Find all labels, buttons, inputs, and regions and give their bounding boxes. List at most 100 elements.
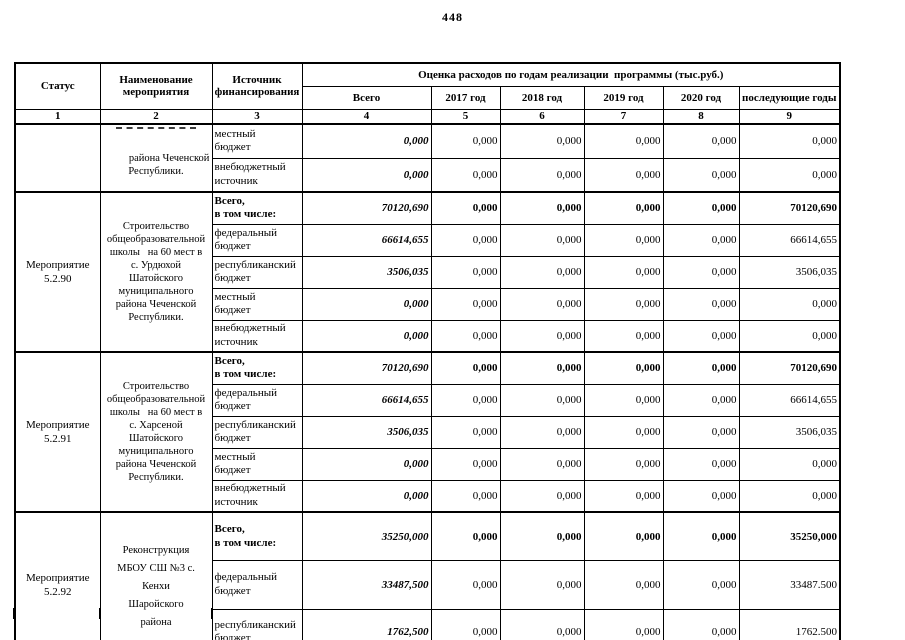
value-2020: 0,000 — [662, 191, 740, 225]
header-total: Всего — [301, 85, 432, 110]
name-cell: района Чеченской Республики. — [99, 123, 213, 193]
name-cell: Строительство общеобразовательной школы … — [99, 191, 213, 353]
value-2017: 0,000 — [430, 447, 501, 481]
value-2020: 0,000 — [662, 383, 740, 417]
status-cell: Мероприятие 5.2.91 — [14, 351, 101, 513]
value-2017: 0,000 — [430, 287, 501, 321]
value-2019: 0,000 — [583, 319, 664, 353]
table-row: Всего 2017 год 2018 год 2019 год 2020 го… — [15, 85, 842, 110]
budget-table: Статус Наименование мероприятия Источник… — [14, 62, 842, 640]
value-later: 0,000 — [738, 123, 842, 159]
status-cell: Мероприятие 5.2.92 — [14, 511, 101, 640]
value-total: 1762,500 — [301, 608, 432, 640]
value-total: 70120,690 — [301, 351, 432, 385]
value-later: 0,000 — [738, 319, 842, 353]
value-2017: 0,000 — [430, 157, 501, 193]
col-number: 8 — [662, 108, 740, 125]
source-cell: федеральный бюджет — [211, 383, 303, 417]
page-number: 448 — [442, 10, 463, 24]
value-2017: 0,000 — [430, 123, 501, 159]
value-2018: 0,000 — [499, 560, 585, 610]
header-name: Наименование мероприятия — [99, 62, 213, 110]
table-row: федеральный бюджет 66614,655 0,000 0,000… — [15, 223, 842, 257]
value-total: 0,000 — [301, 123, 432, 159]
value-2019: 0,000 — [583, 191, 664, 225]
header-status: Статус — [14, 62, 101, 110]
status-cell: Мероприятие 5.2.90 — [14, 191, 101, 353]
value-later: 1762.500 — [738, 608, 842, 640]
source-cell: федеральный бюджет — [211, 560, 303, 610]
cut-border-left — [13, 608, 15, 619]
header-2017: 2017 год — [430, 85, 501, 110]
value-2020: 0,000 — [662, 415, 740, 449]
value-2020: 0,000 — [662, 123, 740, 159]
value-2020: 0,000 — [662, 223, 740, 257]
value-2018: 0,000 — [499, 351, 585, 385]
value-2020: 0,000 — [662, 287, 740, 321]
value-later: 0,000 — [738, 479, 842, 513]
value-later: 66614,655 — [738, 223, 842, 257]
value-2020: 0,000 — [662, 511, 740, 561]
table-row: Мероприятие 5.2.90 Строительство общеобр… — [14, 191, 842, 353]
value-later: 70120,690 — [738, 351, 842, 385]
value-2018: 0,000 — [499, 223, 585, 257]
table-row: внебюджетный источник 0,000 0,000 0,000 … — [15, 319, 842, 353]
col-number: 4 — [301, 108, 432, 125]
value-2017: 0,000 — [430, 223, 501, 257]
value-2019: 0,000 — [583, 560, 664, 610]
table-row: внебюджетный источник 0,000 0,000 0,000 … — [15, 479, 842, 513]
source-cell: Всего, в том числе: — [211, 511, 303, 561]
value-later: 70120,690 — [738, 191, 842, 225]
header-2020: 2020 год — [662, 85, 740, 110]
header-group: Оценка расходов по годам реализации прог… — [301, 62, 842, 87]
value-2019: 0,000 — [583, 287, 664, 321]
value-2017: 0,000 — [430, 479, 501, 513]
value-2017: 0,000 — [430, 319, 501, 353]
value-2019: 0,000 — [583, 383, 664, 417]
value-2018: 0,000 — [499, 415, 585, 449]
cut-border-col1 — [99, 608, 100, 619]
cut-border-col2 — [211, 608, 212, 619]
value-2019: 0,000 — [583, 447, 664, 481]
value-total: 35250,000 — [301, 511, 432, 561]
value-later: 3506,035 — [738, 255, 842, 289]
value-2018: 0,000 — [499, 123, 585, 159]
source-cell: внебюджетный источник — [211, 479, 303, 513]
value-2020: 0,000 — [662, 157, 740, 193]
source-cell: Всего, в том числе: — [211, 191, 303, 225]
value-2020: 0,000 — [662, 447, 740, 481]
source-cell: местный бюджет — [211, 287, 303, 321]
value-2018: 0,000 — [499, 608, 585, 640]
source-cell: местный бюджет — [211, 123, 303, 159]
source-cell: федеральный бюджет — [211, 223, 303, 257]
source-cell: республиканский бюджет — [211, 415, 303, 449]
source-cell: местный бюджет — [211, 447, 303, 481]
value-2017: 0,000 — [430, 608, 501, 640]
table-row: республиканский бюджет 3506,035 0,000 0,… — [15, 415, 842, 449]
col-number: 3 — [211, 108, 303, 125]
value-later: 33487.500 — [738, 560, 842, 610]
value-2020: 0,000 — [662, 560, 740, 610]
value-2017: 0,000 — [430, 351, 501, 385]
value-total: 0,000 — [301, 287, 432, 321]
page-break-artifact — [116, 127, 196, 129]
value-2018: 0,000 — [499, 191, 585, 225]
value-2017: 0,000 — [430, 191, 501, 225]
value-total: 0,000 — [301, 157, 432, 193]
col-number: 6 — [499, 108, 585, 125]
value-2018: 0,000 — [499, 447, 585, 481]
col-number: 9 — [738, 108, 842, 125]
value-2019: 0,000 — [583, 255, 664, 289]
source-cell: Всего, в том числе: — [211, 351, 303, 385]
value-2020: 0,000 — [662, 479, 740, 513]
name-text: Реконструкция МБОУ СШ №3 с. Кенхи Шаройс… — [117, 545, 195, 628]
header-2018: 2018 год — [499, 85, 585, 110]
header-later-years: последующие годы — [738, 85, 842, 110]
value-2019: 0,000 — [583, 351, 664, 385]
source-cell: внебюджетный источник — [211, 157, 303, 193]
value-2018: 0,000 — [499, 319, 585, 353]
value-later: 0,000 — [738, 447, 842, 481]
value-2020: 0,000 — [662, 608, 740, 640]
value-later: 66614,655 — [738, 383, 842, 417]
